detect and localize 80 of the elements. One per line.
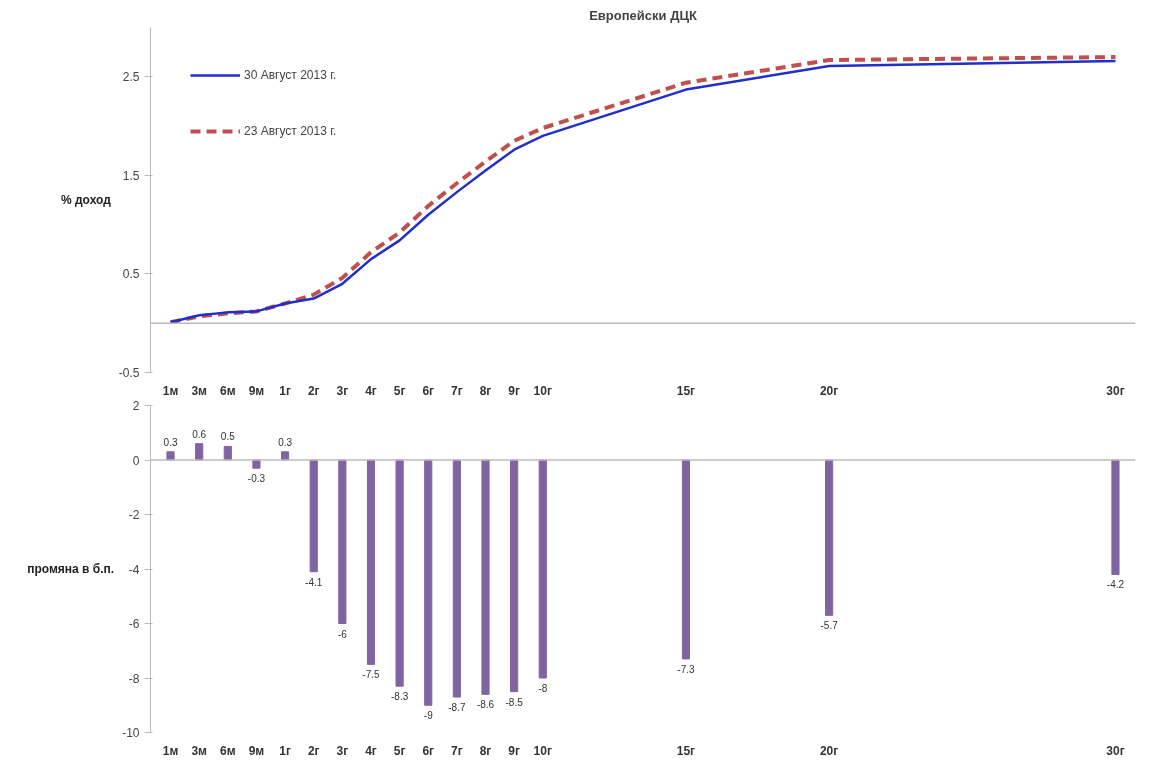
x-tick-label: 8г xyxy=(479,383,492,398)
data-label: -4.1 xyxy=(305,576,323,588)
y-tick-label: -6 xyxy=(128,617,140,631)
y-axis-title: промяна в б.п. xyxy=(27,562,115,576)
x-tick-label: 5г xyxy=(393,743,406,758)
bar xyxy=(452,459,461,698)
x-tick-label: 6г xyxy=(422,383,435,398)
x-tick-label: 15г xyxy=(676,743,696,758)
data-label: -4.2 xyxy=(1106,579,1125,591)
y-tick-label: 1.5 xyxy=(122,168,140,183)
x-tick-label: 1г xyxy=(279,743,291,758)
x-tick-label: 3м xyxy=(191,743,208,758)
data-label: 0.3 xyxy=(278,436,293,448)
x-tick-label: 3г xyxy=(336,743,349,758)
bar xyxy=(309,459,318,573)
x-tick-label: 4г xyxy=(365,383,377,398)
x-tick-label: 9г xyxy=(508,383,520,398)
y-axis-title: % доход xyxy=(61,193,112,207)
bar xyxy=(681,459,691,660)
bar xyxy=(395,459,404,687)
data-label: -9 xyxy=(423,710,434,722)
x-tick-label: 1г xyxy=(279,383,291,398)
x-tick-label: 9м xyxy=(248,743,265,758)
data-label: 0.3 xyxy=(163,436,178,448)
x-tick-label: 4г xyxy=(365,743,377,758)
x-tick-label: 7г xyxy=(451,383,463,398)
data-label: -8 xyxy=(538,683,548,694)
x-tick-label: 30г xyxy=(1106,743,1125,758)
bar xyxy=(195,443,204,461)
x-tick-label: 10г xyxy=(533,743,552,758)
y-tick-label: 0 xyxy=(132,453,140,468)
x-tick-label: 3г xyxy=(336,383,349,398)
x-tick-label: 2г xyxy=(307,383,320,398)
x-tick-label: 9м xyxy=(248,383,265,398)
data-label: -7.5 xyxy=(362,669,381,681)
bar xyxy=(424,459,433,706)
y-tick-label: -0.5 xyxy=(118,366,140,380)
y-tick-label: 2 xyxy=(132,399,140,413)
bar xyxy=(538,459,547,679)
bar xyxy=(1111,459,1120,575)
y-tick-label: -8 xyxy=(128,671,140,686)
x-tick-label: 5г xyxy=(393,383,406,398)
x-tick-label: 20г xyxy=(819,383,839,398)
y-tick-label: -10 xyxy=(122,726,140,740)
data-label: -6 xyxy=(337,628,348,640)
x-tick-label: 2г xyxy=(307,743,320,758)
x-tick-label: 20г xyxy=(819,743,839,758)
data-label: -7.3 xyxy=(677,663,695,675)
x-tick-label: 6г xyxy=(422,743,435,758)
data-label: -8.6 xyxy=(476,699,495,711)
bar xyxy=(825,459,834,616)
x-tick-label: 3м xyxy=(191,383,208,398)
data-label: -8.7 xyxy=(448,702,466,714)
bar xyxy=(366,459,376,665)
data-label: -8.5 xyxy=(505,696,524,708)
bar xyxy=(481,459,490,695)
y-tick-label: 2.5 xyxy=(122,70,140,85)
x-tick-label: 30г xyxy=(1106,383,1125,398)
x-tick-label: 7г xyxy=(451,743,463,758)
x-tick-label: 6м xyxy=(220,743,236,758)
x-tick-label: 9г xyxy=(508,743,520,758)
legend-label: 23 Август 2013 г. xyxy=(244,124,337,138)
x-tick-label: 15г xyxy=(676,383,696,398)
legend-label: 30 Август 2013 г. xyxy=(244,68,337,82)
y-tick-label: -4 xyxy=(128,562,140,577)
data-label: -5.7 xyxy=(820,620,839,632)
bar xyxy=(338,459,347,624)
data-label: -0.3 xyxy=(247,473,266,485)
data-label: -8.3 xyxy=(391,691,409,703)
y-tick-label: -2 xyxy=(128,508,140,522)
chart-title: Европейски ДЦК xyxy=(589,7,697,23)
x-tick-label: 6м xyxy=(220,383,236,398)
y-tick-label: 0.5 xyxy=(122,267,140,282)
x-tick-label: 10г xyxy=(533,383,552,398)
x-tick-label: 8г xyxy=(479,743,492,758)
data-label: 0.6 xyxy=(192,428,207,440)
data-label: 0.5 xyxy=(220,431,236,443)
bar xyxy=(510,459,519,693)
x-tick-label: 1м xyxy=(162,383,179,398)
x-tick-label: 1м xyxy=(162,743,179,758)
